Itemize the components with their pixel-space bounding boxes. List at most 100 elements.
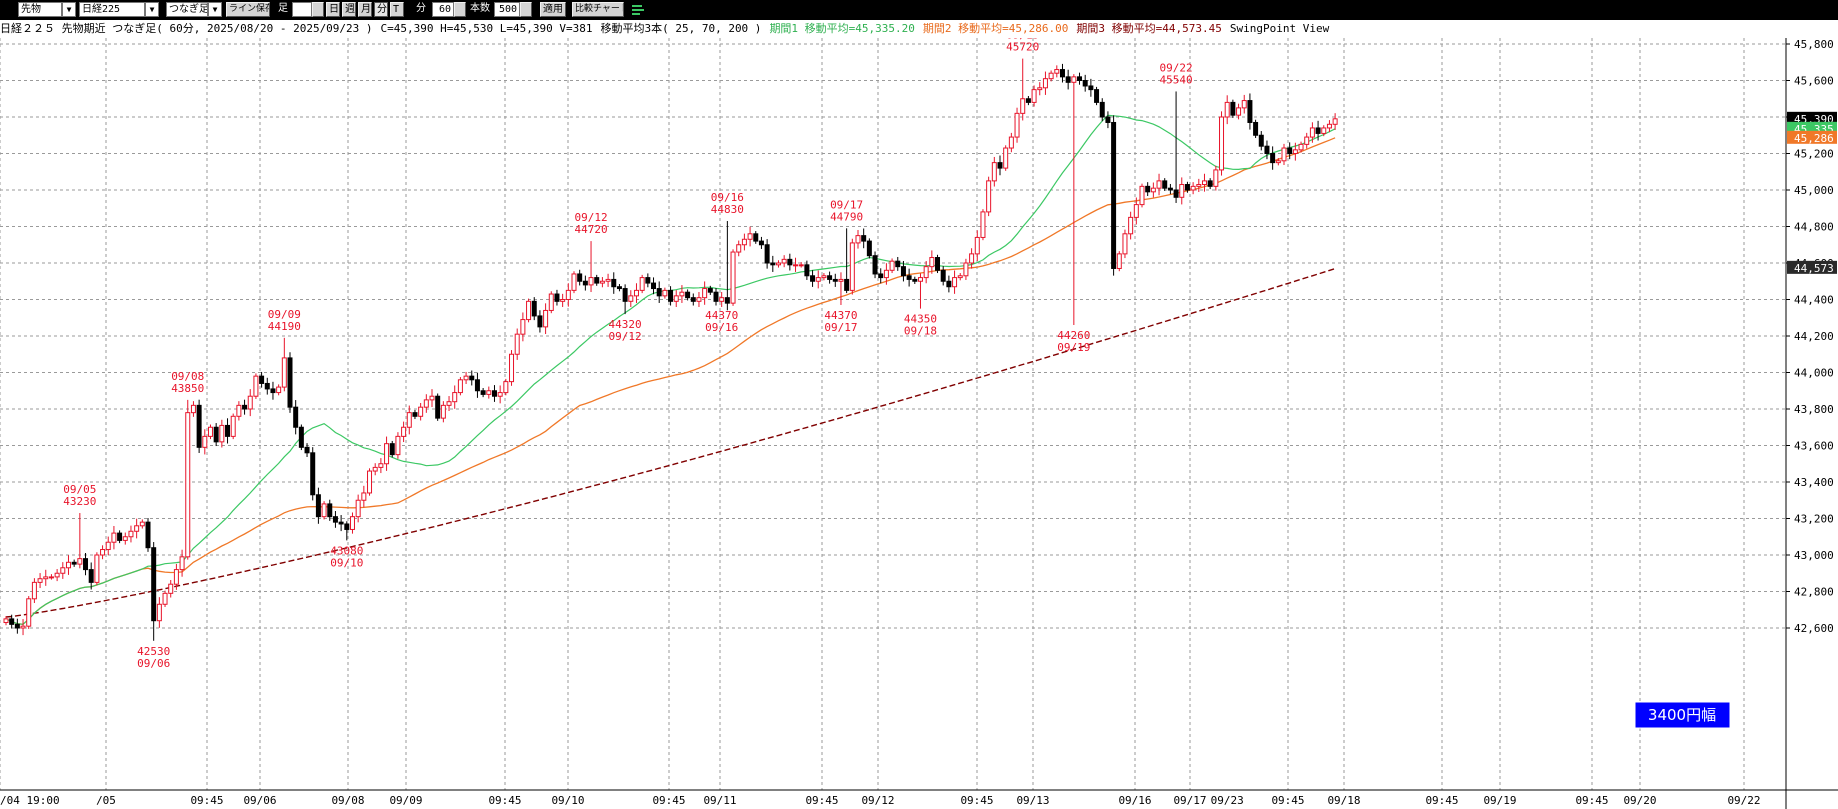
- candle-body[interactable]: [838, 278, 844, 282]
- candle-body[interactable]: [645, 277, 651, 284]
- candle-body[interactable]: [1287, 147, 1293, 155]
- candle-body[interactable]: [94, 554, 100, 583]
- candle-body[interactable]: [344, 523, 350, 530]
- candle-body[interactable]: [775, 262, 781, 266]
- candle-body[interactable]: [673, 295, 679, 302]
- candle-body[interactable]: [793, 264, 799, 267]
- candle-body[interactable]: [1201, 180, 1207, 186]
- settings-icon[interactable]: [630, 2, 646, 17]
- candle-body[interactable]: [355, 499, 361, 518]
- candle-body[interactable]: [531, 300, 537, 317]
- candle-body[interactable]: [1219, 116, 1225, 171]
- candle-body[interactable]: [855, 235, 861, 244]
- candle-body[interactable]: [168, 583, 174, 594]
- candle-body[interactable]: [253, 375, 259, 397]
- candle-body[interactable]: [1241, 100, 1247, 109]
- minute-spin-icon[interactable]: [454, 2, 466, 17]
- candle-body[interactable]: [707, 288, 713, 293]
- candle-body[interactable]: [1025, 98, 1031, 103]
- candle-body[interactable]: [1326, 123, 1332, 129]
- candle-body[interactable]: [741, 238, 747, 246]
- candle-body[interactable]: [1179, 184, 1185, 198]
- candle-body[interactable]: [526, 300, 532, 321]
- candle-body[interactable]: [242, 404, 248, 410]
- candle-body[interactable]: [367, 470, 373, 494]
- candle-body[interactable]: [1292, 149, 1298, 154]
- candle-body[interactable]: [946, 280, 952, 288]
- candle-body[interactable]: [1162, 180, 1168, 189]
- candle-body[interactable]: [247, 395, 253, 410]
- candle-body[interactable]: [935, 257, 941, 271]
- candle-body[interactable]: [815, 277, 821, 282]
- candle-body[interactable]: [702, 288, 708, 299]
- candle-body[interactable]: [622, 288, 628, 302]
- candle-body[interactable]: [798, 264, 804, 267]
- candle-body[interactable]: [225, 424, 231, 437]
- period-month-button[interactable]: 月: [358, 2, 372, 17]
- candle-body[interactable]: [43, 576, 49, 580]
- candle-body[interactable]: [3, 618, 9, 624]
- compare-chart-button[interactable]: 比較チャート: [572, 2, 624, 17]
- candle-body[interactable]: [656, 288, 662, 297]
- candle-body[interactable]: [276, 386, 282, 394]
- candle-body[interactable]: [134, 525, 140, 532]
- candle-body[interactable]: [310, 452, 316, 496]
- candle-body[interactable]: [611, 278, 617, 288]
- candle-body[interactable]: [980, 211, 986, 238]
- candle-body[interactable]: [1230, 101, 1236, 116]
- candle-body[interactable]: [633, 289, 639, 297]
- candle-body[interactable]: [378, 463, 384, 468]
- candle-body[interactable]: [662, 289, 668, 297]
- candle-body[interactable]: [1065, 76, 1071, 83]
- candle-body[interactable]: [537, 315, 543, 328]
- count-spin-icon[interactable]: [520, 2, 532, 17]
- candle-body[interactable]: [122, 536, 128, 541]
- candle-body[interactable]: [1111, 121, 1117, 269]
- candle-body[interactable]: [1145, 185, 1151, 193]
- candle-body[interactable]: [202, 435, 208, 448]
- candle-body[interactable]: [929, 257, 935, 268]
- candle-body[interactable]: [594, 277, 600, 284]
- candle-body[interactable]: [264, 382, 270, 390]
- candle-body[interactable]: [37, 578, 43, 583]
- candle-body[interactable]: [923, 266, 929, 279]
- candle-body[interactable]: [298, 426, 304, 448]
- candle-body[interactable]: [48, 576, 54, 579]
- candle-body[interactable]: [88, 569, 94, 583]
- candle-body[interactable]: [651, 282, 657, 290]
- candle-body[interactable]: [1094, 89, 1100, 103]
- line-save-button[interactable]: ライン保存: [226, 2, 270, 17]
- candle-body[interactable]: [474, 379, 480, 392]
- candle-body[interactable]: [162, 592, 168, 605]
- candle-body[interactable]: [139, 521, 145, 527]
- period-tick-button[interactable]: T: [390, 2, 404, 17]
- candle-body[interactable]: [1258, 134, 1264, 147]
- candle-body[interactable]: [963, 262, 969, 277]
- candle-body[interactable]: [213, 426, 219, 443]
- minute-input[interactable]: 60: [432, 2, 454, 17]
- candle-body[interactable]: [1020, 98, 1026, 114]
- candle-body[interactable]: [145, 521, 151, 549]
- candle-body[interactable]: [293, 406, 299, 428]
- candle-body[interactable]: [105, 541, 111, 551]
- candle-body[interactable]: [696, 297, 702, 302]
- candle-body[interactable]: [832, 278, 838, 282]
- candle-body[interactable]: [577, 273, 583, 282]
- candle-body[interactable]: [1150, 187, 1156, 193]
- market-dropdown-icon[interactable]: ▼: [62, 2, 76, 17]
- candle-body[interactable]: [917, 277, 923, 282]
- candle-body[interactable]: [810, 275, 816, 282]
- candle-body[interactable]: [503, 381, 509, 394]
- bar-value-input[interactable]: [292, 2, 312, 17]
- candle-body[interactable]: [31, 581, 37, 600]
- candle-body[interactable]: [1213, 169, 1219, 187]
- candle-body[interactable]: [327, 503, 333, 518]
- candle-body[interactable]: [401, 426, 407, 437]
- candle-body[interactable]: [520, 319, 526, 335]
- candle-body[interactable]: [207, 426, 213, 437]
- candle-body[interactable]: [1139, 185, 1145, 206]
- candle-body[interactable]: [100, 549, 106, 556]
- candle-body[interactable]: [821, 275, 827, 279]
- candle-body[interactable]: [668, 289, 674, 302]
- candle-body[interactable]: [1008, 136, 1014, 149]
